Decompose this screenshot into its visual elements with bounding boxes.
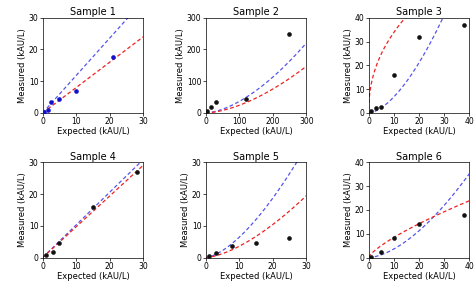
Y-axis label: Measured (kAU/L): Measured (kAU/L) bbox=[18, 173, 27, 247]
Point bbox=[55, 96, 63, 101]
Point bbox=[286, 236, 293, 241]
Title: Sample 6: Sample 6 bbox=[396, 152, 442, 162]
Point bbox=[367, 108, 375, 113]
Point bbox=[42, 252, 50, 257]
Title: Sample 2: Sample 2 bbox=[233, 7, 279, 17]
Point bbox=[377, 249, 385, 254]
Point bbox=[242, 96, 250, 101]
Y-axis label: Measured (kAU/L): Measured (kAU/L) bbox=[18, 28, 27, 103]
Point bbox=[228, 244, 236, 249]
Y-axis label: Measured (kAU/L): Measured (kAU/L) bbox=[344, 28, 353, 103]
Point bbox=[373, 106, 380, 110]
X-axis label: Expected (kAU/L): Expected (kAU/L) bbox=[56, 272, 129, 281]
Point bbox=[390, 73, 398, 77]
Point bbox=[55, 241, 63, 246]
X-axis label: Expected (kAU/L): Expected (kAU/L) bbox=[219, 128, 292, 136]
Y-axis label: Measured (kAU/L): Measured (kAU/L) bbox=[344, 173, 353, 247]
Point bbox=[286, 31, 293, 36]
Title: Sample 1: Sample 1 bbox=[70, 7, 116, 17]
X-axis label: Expected (kAU/L): Expected (kAU/L) bbox=[219, 272, 292, 281]
Point bbox=[133, 170, 140, 174]
Point bbox=[41, 110, 48, 115]
Point bbox=[44, 108, 52, 113]
Point bbox=[212, 250, 219, 255]
Point bbox=[415, 34, 423, 39]
X-axis label: Expected (kAU/L): Expected (kAU/L) bbox=[56, 128, 129, 136]
Point bbox=[460, 22, 468, 27]
Point bbox=[207, 104, 214, 109]
Y-axis label: Measured (kAU/L): Measured (kAU/L) bbox=[176, 28, 185, 103]
Point bbox=[109, 55, 117, 60]
Point bbox=[49, 250, 56, 254]
Point bbox=[73, 88, 80, 93]
Y-axis label: Measured (kAU/L): Measured (kAU/L) bbox=[182, 173, 191, 247]
Point bbox=[203, 109, 211, 114]
Point bbox=[205, 254, 213, 258]
Title: Sample 4: Sample 4 bbox=[70, 152, 116, 162]
Point bbox=[47, 99, 55, 104]
Point bbox=[377, 104, 385, 109]
X-axis label: Expected (kAU/L): Expected (kAU/L) bbox=[383, 272, 456, 281]
X-axis label: Expected (kAU/L): Expected (kAU/L) bbox=[383, 128, 456, 136]
Title: Sample 3: Sample 3 bbox=[396, 7, 442, 17]
Title: Sample 5: Sample 5 bbox=[233, 152, 279, 162]
Point bbox=[89, 205, 97, 209]
Point bbox=[367, 255, 375, 259]
Point bbox=[390, 236, 398, 241]
Point bbox=[252, 241, 260, 246]
Point bbox=[460, 212, 468, 217]
Point bbox=[415, 222, 423, 227]
Point bbox=[212, 99, 219, 104]
